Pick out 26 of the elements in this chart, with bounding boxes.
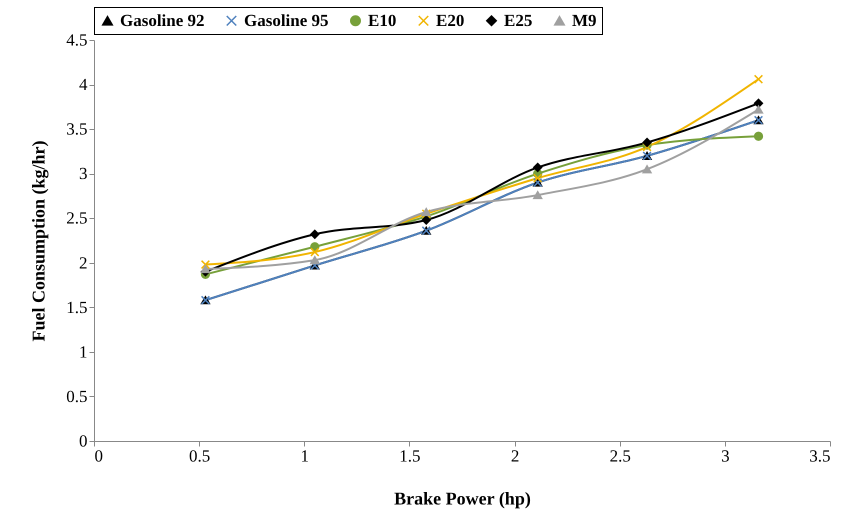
y-tick-label: 3 (79, 164, 88, 184)
y-tick-label: 1 (79, 342, 88, 362)
y-tick-label: 3.5 (66, 120, 88, 139)
y-tick-label: 4 (79, 75, 88, 94)
x-tick-label: 2.5 (610, 446, 631, 466)
x-tick-label: 3.5 (809, 446, 830, 466)
legend-label: E10 (368, 10, 396, 30)
legend-label: E25 (504, 10, 532, 30)
x-tick-label: 2 (510, 446, 520, 466)
y-axis-title: Fuel Consumption (kg/hr) (28, 140, 48, 342)
y-tick-label: 0.5 (66, 386, 88, 406)
y-tick-label: 1.5 (66, 298, 88, 317)
x-tick-label: 0 (94, 446, 103, 466)
y-tick-label: 0 (79, 432, 88, 450)
legend-label: Gasoline 95 (244, 10, 329, 30)
legend-label: E20 (436, 10, 464, 30)
y-tick-label: 4.5 (66, 30, 88, 50)
x-tick-label: 1.5 (399, 446, 421, 466)
x-tick-label: 3 (721, 446, 730, 466)
y-tick-label: 2 (79, 253, 88, 272)
x-axis-title: Brake Power (hp) (394, 488, 531, 508)
y-tick-label: 2.5 (66, 208, 88, 228)
legend-label: Gasoline 92 (120, 10, 205, 30)
x-tick-label: 1 (300, 446, 310, 466)
legend-label: M9 (572, 10, 597, 30)
x-tick-label: 0.5 (189, 446, 210, 466)
